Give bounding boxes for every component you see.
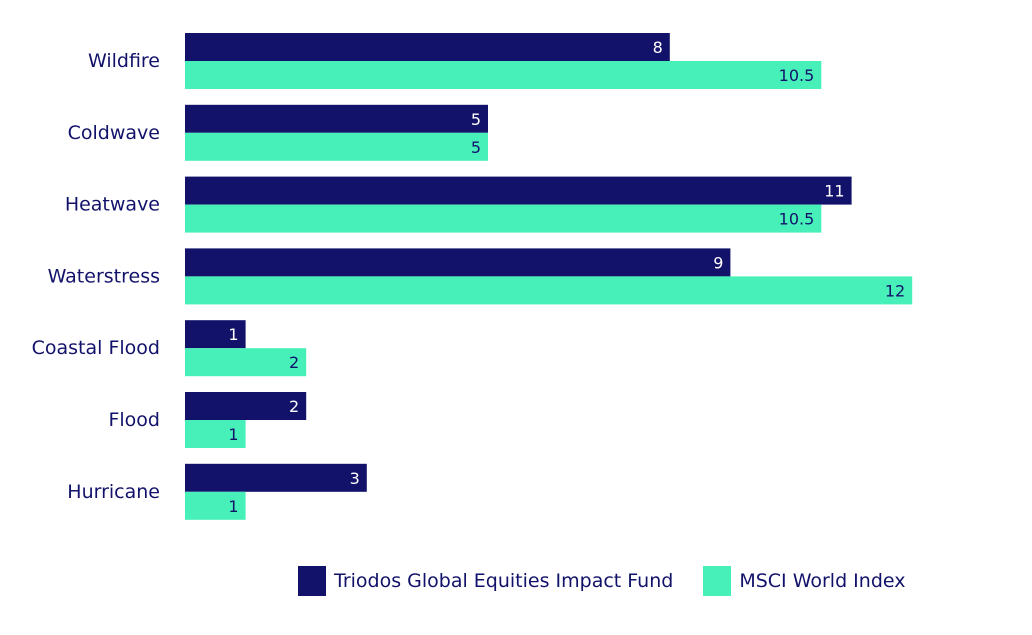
- value-label-index-coastal-flood: 2: [289, 353, 299, 372]
- category-label-wildfire: Wildfire: [88, 50, 160, 72]
- bar-fund-heatwave: [185, 176, 852, 205]
- bar-index-hurricane: [185, 491, 246, 520]
- bar-fund-flood: [185, 392, 307, 420]
- legend-swatch-index: [703, 566, 732, 596]
- value-label-index-flood: 1: [228, 425, 238, 444]
- legend: Triodos Global Equities Impact Fund MSCI…: [298, 566, 936, 596]
- value-label-fund-coastal-flood: 1: [228, 325, 238, 344]
- bar-fund-waterstress: [185, 248, 731, 277]
- value-label-index-hurricane: 1: [228, 497, 238, 516]
- bar-index-coastal-flood: [185, 348, 307, 377]
- value-label-index-waterstress: 12: [885, 281, 905, 300]
- category-label-waterstress: Waterstress: [48, 265, 160, 287]
- category-label-hurricane: Hurricane: [67, 481, 160, 503]
- bar-index-wildfire: [185, 61, 822, 89]
- value-label-fund-wildfire: 8: [653, 38, 663, 57]
- bar-fund-wildfire: [185, 33, 670, 61]
- bar-fund-hurricane: [185, 463, 367, 492]
- value-label-fund-heatwave: 11: [824, 182, 844, 201]
- value-label-index-wildfire: 10.5: [779, 66, 815, 85]
- category-label-heatwave: Heatwave: [65, 194, 160, 216]
- value-label-index-coldwave: 5: [471, 138, 481, 157]
- category-label-coldwave: Coldwave: [68, 122, 160, 144]
- value-label-fund-coldwave: 5: [471, 110, 481, 129]
- value-label-index-heatwave: 10.5: [779, 210, 815, 229]
- legend-swatch-fund: [298, 566, 326, 596]
- bar-fund-coldwave: [185, 104, 488, 133]
- value-label-fund-flood: 2: [289, 397, 299, 416]
- legend-item-fund: Triodos Global Equities Impact Fund: [298, 566, 673, 596]
- category-label-coastal-flood: Coastal Flood: [32, 337, 160, 359]
- bar-index-coldwave: [185, 132, 488, 161]
- value-label-fund-hurricane: 3: [350, 469, 360, 488]
- bar-index-flood: [185, 420, 246, 448]
- legend-label-fund: Triodos Global Equities Impact Fund: [334, 570, 674, 592]
- bar-fund-coastal-flood: [185, 320, 246, 349]
- category-label-flood: Flood: [108, 409, 160, 431]
- legend-label-index: MSCI World Index: [739, 570, 906, 592]
- bar-index-waterstress: [185, 276, 913, 305]
- bar-index-heatwave: [185, 204, 822, 233]
- value-label-fund-waterstress: 9: [713, 253, 723, 272]
- legend-item-index: MSCI World Index: [703, 566, 906, 596]
